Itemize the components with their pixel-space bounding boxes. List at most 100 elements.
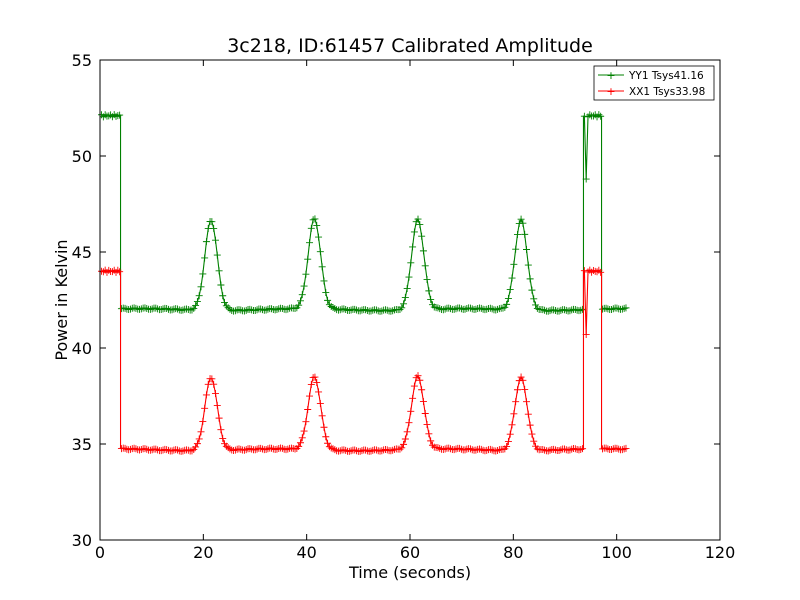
data-point-marker: [116, 111, 124, 119]
data-point-marker: [466, 304, 474, 312]
data-point-marker: [477, 304, 485, 312]
data-point-marker: [296, 297, 304, 305]
data-point-marker: [183, 305, 191, 313]
data-point-marker: [327, 302, 335, 310]
data-point-marker: [418, 232, 426, 240]
data-point-marker: [110, 111, 118, 119]
data-point-marker: [508, 274, 516, 282]
data-point-marker: [273, 445, 281, 453]
data-point-marker: [304, 405, 312, 413]
legend-label-xx1: XX1 Tsys33.98: [629, 86, 705, 98]
data-point-marker: [466, 445, 474, 453]
legend: + YY1 Tsys41.16 + XX1 Tsys33.98: [593, 65, 715, 101]
y-axis-title: Power in Kelvin: [52, 239, 71, 360]
data-point-marker: [400, 300, 408, 308]
data-point-marker: [622, 304, 630, 312]
data-point-marker: [262, 306, 270, 314]
data-point-marker: [208, 375, 216, 383]
data-point-marker: [517, 373, 525, 381]
data-point-marker: [378, 307, 386, 315]
data-point-marker: [362, 306, 370, 314]
data-point-marker: [488, 446, 496, 454]
data-point-marker: [401, 293, 409, 301]
data-point-marker: [519, 219, 527, 227]
data-point-marker: [622, 444, 630, 452]
data-point-marker: [597, 268, 605, 276]
data-point-marker: [439, 446, 447, 454]
data-point-marker: [472, 446, 480, 454]
data-point-marker: [528, 430, 536, 438]
data-point-marker: [316, 248, 324, 256]
data-point-marker: [291, 445, 299, 453]
data-point-marker: [146, 305, 154, 313]
data-point-marker: [295, 442, 303, 450]
data-point-marker: [195, 292, 203, 300]
data-point-marker: [597, 112, 605, 120]
data-point-marker: [436, 305, 444, 313]
data-point-marker: [510, 410, 518, 418]
data-point-marker: [215, 267, 223, 275]
data-point-marker: [210, 380, 218, 388]
data-point-marker: [300, 427, 308, 435]
data-point-marker: [356, 447, 364, 455]
data-point-marker: [324, 439, 332, 447]
data-point-marker: [213, 251, 221, 259]
data-point-marker: [318, 263, 326, 271]
legend-marker-yy1: +: [606, 69, 615, 82]
data-point-marker: [577, 446, 585, 454]
data-point-marker: [351, 305, 359, 313]
data-point-marker: [524, 261, 532, 269]
data-point-marker: [421, 262, 429, 270]
data-point-marker: [108, 268, 116, 276]
data-point-marker: [436, 444, 444, 452]
data-point-marker: [210, 224, 218, 232]
data-point-marker: [503, 442, 511, 450]
data-point-marker: [320, 423, 328, 431]
data-point-marker: [396, 445, 404, 453]
data-point-marker: [571, 445, 579, 453]
data-point-marker: [329, 303, 337, 311]
data-point-marker: [506, 430, 514, 438]
data-point-marker: [306, 392, 314, 400]
data-point-marker: [302, 270, 310, 278]
data-point-marker: [251, 446, 259, 454]
data-point-marker: [193, 440, 201, 448]
data-point-marker: [307, 380, 315, 388]
data-point-marker: [268, 305, 276, 313]
data-point-marker: [383, 306, 391, 314]
data-point-marker: [566, 446, 574, 454]
y-tick-label: 55: [72, 51, 92, 70]
data-point-marker: [188, 306, 196, 314]
data-point-marker: [513, 386, 521, 394]
data-point-marker: [202, 391, 210, 399]
data-point-marker: [510, 260, 518, 268]
data-point-marker: [192, 302, 200, 310]
data-point-marker: [389, 446, 397, 454]
data-point-marker: [508, 421, 516, 429]
data-point-marker: [566, 307, 574, 315]
data-point-marker: [163, 305, 171, 313]
data-point-marker: [526, 275, 534, 283]
y-tick-label: 50: [72, 147, 92, 166]
data-point-marker: [235, 306, 243, 314]
data-point-marker: [539, 445, 547, 453]
data-point-marker: [434, 444, 442, 452]
data-point-marker: [367, 307, 375, 315]
data-point-marker: [461, 446, 469, 454]
data-point-marker: [492, 306, 500, 314]
data-point-marker: [329, 445, 337, 453]
data-point-marker: [434, 304, 442, 312]
data-point-marker: [501, 303, 509, 311]
data-point-marker: [503, 300, 511, 308]
data-point-marker: [268, 444, 276, 452]
data-point-marker: [400, 440, 408, 448]
data-point-marker: [174, 305, 181, 313]
data-point-marker: [539, 306, 547, 314]
data-point-marker: [184, 446, 192, 454]
data-point-marker: [499, 304, 507, 312]
data-point-marker: [146, 446, 154, 454]
data-point-marker: [132, 304, 140, 312]
data-point-marker: [197, 283, 205, 291]
data-point-marker: [477, 445, 485, 453]
data-point-marker: [193, 298, 201, 306]
